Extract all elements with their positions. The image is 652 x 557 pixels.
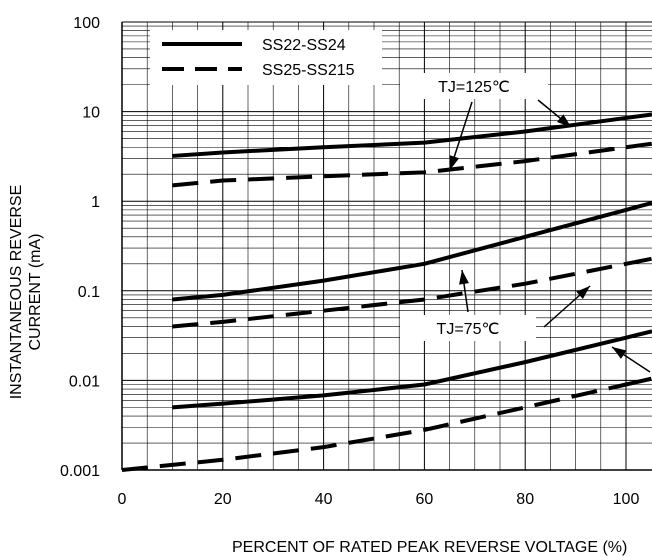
series-extension-3 — [625, 200, 652, 212]
annotation-label-1: TJ=125℃ — [438, 79, 510, 96]
legend-label-1: SS22-SS24 — [262, 37, 346, 54]
series-line-dashed-6 — [121, 382, 627, 472]
series-line-dashed-2 — [172, 145, 627, 188]
y-tick-label: 0.1 — [78, 284, 100, 301]
series-extension-1 — [625, 112, 652, 120]
annotation-label-2: TJ=75℃ — [437, 321, 500, 338]
annotation-arrowhead-3 — [459, 270, 469, 285]
series-layer — [121, 112, 652, 472]
legend-label-2: SS25-SS215 — [262, 62, 355, 79]
annotation-arrowhead-4 — [576, 286, 590, 300]
y-axis-label-line-2: CURRENT (mA) — [27, 233, 44, 350]
annotation-arrowhead-2 — [449, 155, 460, 170]
series-line-solid-1 — [172, 115, 627, 158]
x-axis-label: PERCENT OF RATED PEAK REVERSE VOLTAGE (%… — [232, 539, 627, 556]
y-tick-label: 10 — [82, 105, 100, 122]
x-tick-label: 80 — [516, 491, 534, 508]
annotation-layer: TJ=125℃ TJ=75℃ — [400, 73, 651, 373]
y-tick-label: 0.01 — [69, 373, 100, 390]
legend: SS22-SS24 SS25-SS215 — [150, 30, 382, 85]
x-tick-label: 100 — [613, 491, 640, 508]
y-tick-labels: 0.001 0.01 0.1 1 10 100 — [60, 15, 100, 480]
annotation-arrowhead-5 — [612, 347, 627, 359]
x-tick-labels: 0 20 40 60 80 100 — [118, 491, 640, 508]
y-axis-label-line-1: INSTANTANEOUS REVERSE — [8, 185, 25, 400]
y-tick-label: 0.001 — [60, 463, 100, 480]
y-tick-label: 1 — [91, 194, 100, 211]
series-extension-5 — [625, 329, 652, 340]
grid — [121, 21, 652, 471]
legend-box — [150, 30, 382, 85]
plot-frame — [121, 22, 652, 471]
series-extension-4 — [625, 256, 652, 266]
series-line-solid-5 — [172, 335, 627, 410]
x-tick-label: 60 — [416, 491, 434, 508]
y-tick-label: 100 — [73, 15, 100, 32]
x-tick-label: 40 — [315, 491, 333, 508]
series-extension-6 — [625, 376, 652, 387]
series-extension-2 — [625, 141, 652, 150]
annotation-box — [400, 73, 548, 99]
annotation-box — [400, 315, 536, 341]
series-line-dashed-4 — [172, 261, 627, 329]
x-tick-label: 0 — [118, 491, 127, 508]
series-line-solid-3 — [172, 207, 627, 302]
x-tick-label: 20 — [214, 491, 232, 508]
annotation-arrowhead-1 — [556, 114, 571, 127]
